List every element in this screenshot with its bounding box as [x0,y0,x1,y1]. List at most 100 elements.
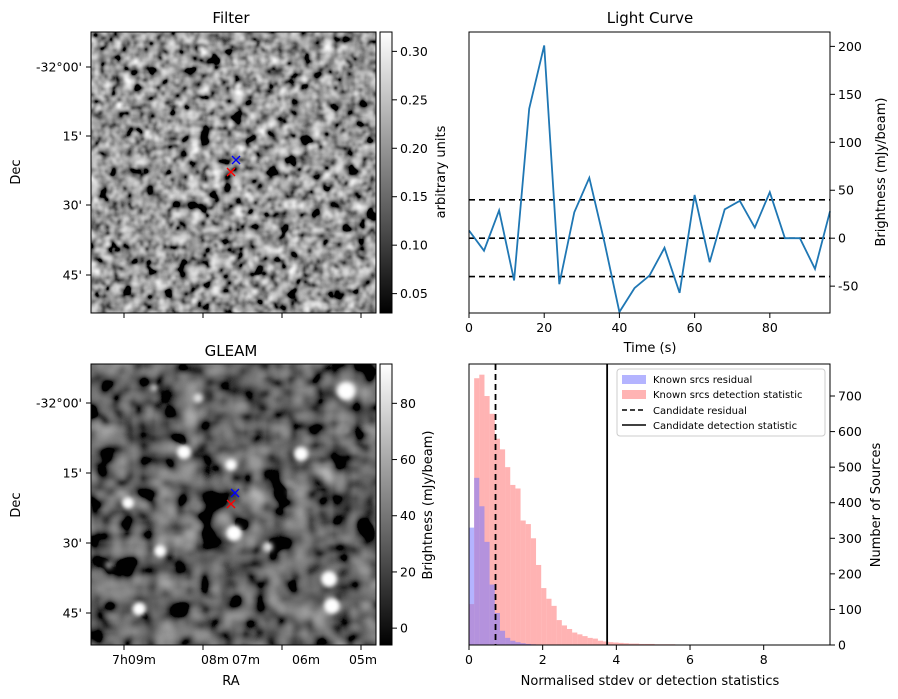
histogram-bar-residual [469,527,475,645]
filter-title: Filter [212,9,250,27]
lightcurve-ylabel: Brightness (mJy/beam) [874,98,889,247]
filter-cbar-label: arbitrary units [434,125,449,218]
legend-label-residual: Known srcs residual [653,375,752,386]
lightcurve-xtick-label: 40 [611,320,627,335]
filter-markers [226,155,241,177]
histogram-vlines [494,364,609,645]
gleam-xtick-2: 07m [232,652,260,667]
gleam-marker-blue [230,488,240,498]
lightcurve-panel: Light Curve 0 20 40 60 80 -50 0 50 100 150 200 Ti… [465,9,889,356]
gleam-cbar-label: Brightness (mJy/beam) [421,431,436,580]
histogram-ytick-label: 500 [838,460,862,475]
histogram-xtick-label: 8 [760,652,768,667]
filter-marker-blue [231,155,241,165]
legend-frame [616,368,826,437]
histogram-xtick-label: 6 [686,652,694,667]
histogram-bar-detection [587,637,593,645]
legend-swatch-detection [622,390,646,399]
histogram-xtick-label: 0 [465,652,473,667]
lightcurve-series [468,45,831,315]
gleam-xtick-4: 05m [349,652,377,667]
histogram-ytick-label: 0 [838,638,846,653]
histogram-bar-detection [597,640,604,645]
filter-y-ticks: -32°00' 15' 30' 45' [36,60,91,283]
gleam-ytick-3: 45' [63,606,82,621]
histogram-bar-detection [628,643,635,645]
histogram-frame [468,363,831,646]
filter-ylabel: Dec [9,159,24,184]
cbar-tick-label: 40 [400,508,416,523]
histogram-bar-detection [639,643,645,645]
histogram-bar-detection [592,638,598,645]
filter-cbar-ticks: 0.05 0.10 0.15 0.20 0.25 0.30 [392,44,428,301]
gleam-xlabel: RA [222,674,240,689]
gleam-marker-red [226,499,236,509]
histogram-bar-detection [556,620,562,645]
histogram-bar-detection [623,643,629,645]
filter-noise [91,32,376,313]
gleam-ylabel: Dec [9,492,24,517]
lightcurve-axes [469,32,830,313]
cbar-tick-label: 0.10 [400,238,428,253]
histogram-bar-detection [577,634,583,645]
histogram-x-ticks: 0 2 4 6 8 [465,645,768,667]
histogram-bar-detection [530,538,537,645]
histogram-ytick-label: 200 [838,566,862,581]
histogram-bar-residual [515,642,521,645]
legend-swatch-residual [622,375,646,384]
gleam-ytick-2: 30' [63,536,82,551]
histogram-bar-detection [520,520,526,645]
histogram-bar-detection [634,643,640,645]
histogram-bar-detection [572,632,578,645]
gleam-noise [91,364,376,645]
histogram-bar-residual [520,643,526,645]
legend-label-detection: Known srcs detection statistic [653,390,802,401]
histogram-bar-detection [561,625,567,645]
lightcurve-xtick-label: 0 [465,320,473,335]
histogram-bar-residual [489,584,495,645]
histogram-bar-residual [505,637,511,645]
histogram-bar-residual [494,612,500,645]
legend-label-cand-detection: Candidate detection statistic [653,421,797,432]
lightcurve-y-ticks: -50 0 50 100 150 200 [830,39,862,294]
legend-label-cand-residual: Candidate residual [653,406,747,417]
gleam-y-ticks: -32°00' 15' 30' 45' [36,396,91,621]
histogram-bar-residual [474,477,480,645]
gleam-cbar-ticks: 0 20 40 60 80 [392,396,416,636]
lightcurve-ytick-label: 50 [838,183,854,198]
histogram-bar-detection [644,643,650,645]
histogram-y-ticks: 0 100 200 300 400 500 600 700 [830,389,862,653]
gleam-panel: GLEAM [9,342,436,689]
histogram-bar-detection [582,636,588,645]
filter-x-ticks [123,313,362,318]
histogram-bar-detection [541,588,547,645]
lightcurve-ytick-label: 150 [838,87,862,102]
histogram-panel: 0 2 4 6 8 0 100 200 300 400 500 600 700 Normalised … [465,363,884,689]
histogram-bar-detection [551,605,557,645]
histogram-bar-detection [603,641,609,645]
gleam-ytick-1: 15' [63,466,82,481]
cbar-tick-label: 20 [400,564,416,579]
histogram-ytick-label: 400 [838,495,862,510]
filter-ytick-0: -32°00' [36,60,82,75]
cbar-tick-label: 0.25 [400,92,428,107]
gleam-title: GLEAM [205,342,258,360]
cbar-tick-label: 80 [400,396,416,411]
cbar-tick-label: 0.05 [400,286,428,301]
histogram-bar-detection [499,449,506,645]
histogram-bar-detection [505,467,511,645]
histogram-ytick-label: 700 [838,389,862,404]
histogram-bar-residual [479,506,485,645]
filter-frame [90,31,377,314]
gleam-sources [105,382,355,616]
histogram-ytick-label: 600 [838,424,862,439]
filter-ytick-2: 30' [63,198,82,213]
cbar-tick-label: 0.20 [400,141,428,156]
histogram-bar-detection [613,642,619,645]
cbar-tick-label: 0 [400,621,408,636]
histogram-bar-residual [499,630,506,645]
gleam-colorbar: 0 20 40 60 80 Brightness (mJy/beam) [379,363,436,646]
histogram-ytick-label: 300 [838,531,862,546]
filter-panel: Filter -32°00' 15' 30' 45' Dec 0.05 0.10 [9,9,449,318]
